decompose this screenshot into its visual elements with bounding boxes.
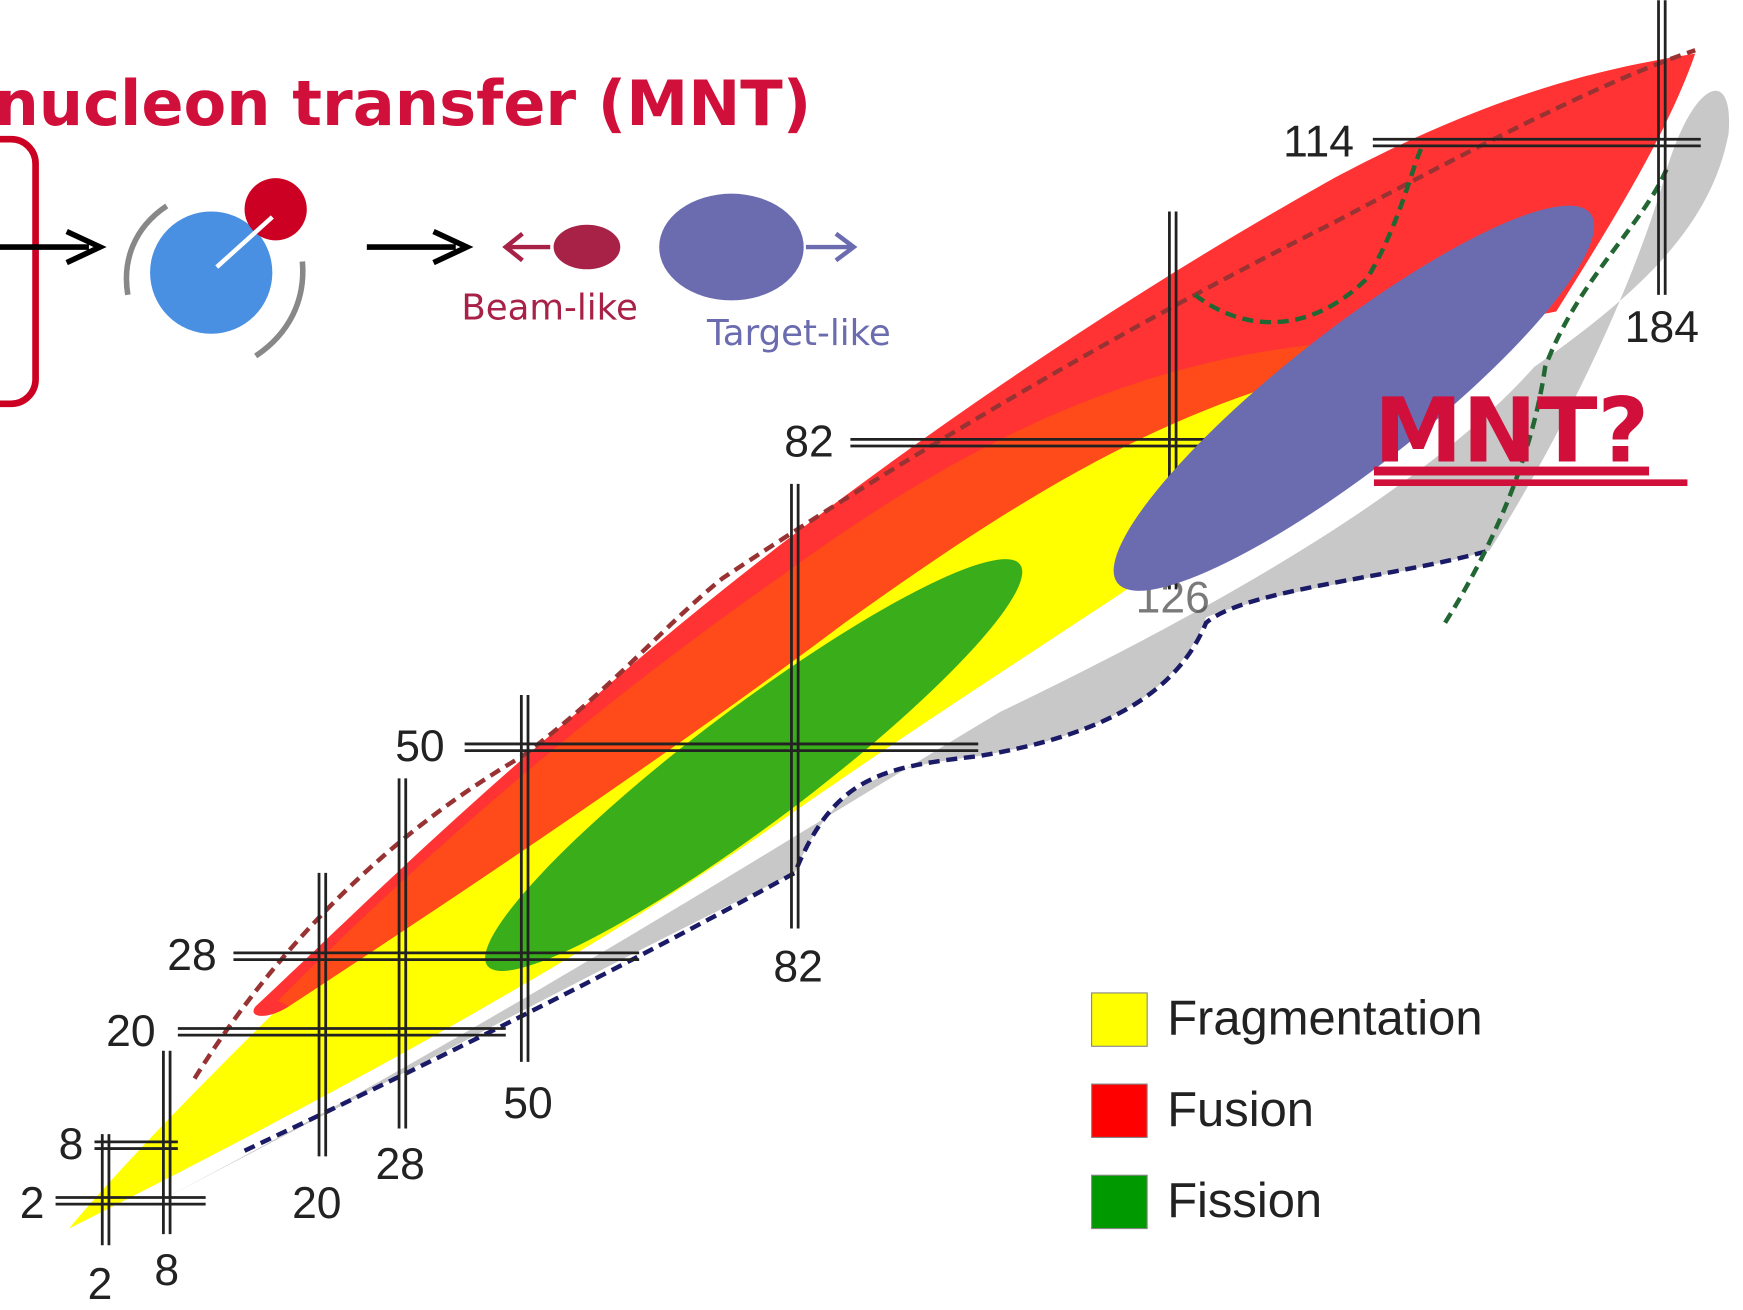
target-arrow xyxy=(805,231,858,263)
arrow xyxy=(366,228,474,266)
legend: Fragmentation Fusion Fission xyxy=(1091,992,1483,1230)
legend-swatch xyxy=(1091,1174,1148,1230)
proton-magic-label: 114 xyxy=(1283,118,1354,167)
dashed-boundary xyxy=(243,548,1491,1153)
legend-swatch xyxy=(1091,992,1148,1047)
annotation: MNT? xyxy=(1374,379,1649,483)
neutron-magic-label: 20 xyxy=(292,1179,341,1228)
neutron-magic-label: 8 xyxy=(154,1246,179,1295)
proton-magic-label: 2 xyxy=(20,1179,45,1228)
fusion-region xyxy=(253,53,1696,1016)
proton-magic-label: 28 xyxy=(167,931,216,980)
proton-magic-label: 82 xyxy=(784,418,833,467)
frame xyxy=(0,135,39,408)
title: nucleon transfer (MNT) xyxy=(0,67,811,140)
dashed-boundary xyxy=(192,48,1696,1080)
fission-region xyxy=(485,559,1023,971)
transfer-arrow xyxy=(215,215,274,269)
target-like-region xyxy=(1113,205,1595,591)
neutron-magic-label: 50 xyxy=(503,1079,552,1128)
legend-label: Fusion xyxy=(1167,1083,1314,1137)
beam-arrow xyxy=(502,231,551,263)
neutron-magic-label: 28 xyxy=(375,1140,424,1189)
target-like xyxy=(659,193,804,301)
beam-like xyxy=(553,224,621,270)
target-like-label: Target-like xyxy=(706,313,891,354)
projectile xyxy=(244,178,307,241)
proton-magic-label: 8 xyxy=(59,1120,84,1169)
neutron-magic-label: 2 xyxy=(88,1260,113,1309)
legend-label: Fission xyxy=(1167,1174,1322,1228)
beam-like-label: Beam-like xyxy=(461,287,638,328)
legend-label: Fragmentation xyxy=(1167,992,1482,1046)
proton-magic-label: 50 xyxy=(395,722,444,771)
proton-magic-label: 20 xyxy=(106,1007,155,1056)
arrow xyxy=(0,228,107,266)
neutron-magic-label: 82 xyxy=(773,942,822,991)
fusion-core xyxy=(277,344,1368,1007)
legend-swatch xyxy=(1091,1083,1148,1138)
rotation xyxy=(123,203,306,359)
dashed-boundary xyxy=(1193,143,1670,624)
neutron-magic-label: 184 xyxy=(1625,303,1699,352)
